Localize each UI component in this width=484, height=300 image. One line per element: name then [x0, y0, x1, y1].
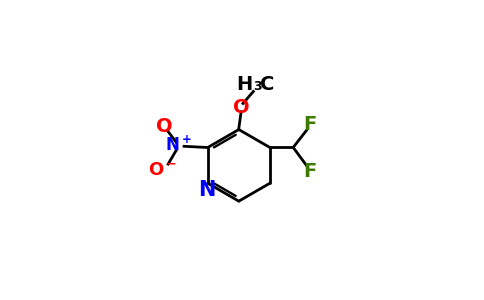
Text: F: F [303, 115, 317, 134]
Text: O: O [155, 117, 172, 136]
Text: O: O [233, 98, 249, 117]
Text: $\mathbf{O^-}$: $\mathbf{O^-}$ [148, 161, 177, 179]
Text: H: H [236, 75, 252, 94]
Text: N: N [198, 180, 215, 200]
Text: F: F [303, 162, 317, 181]
Text: C: C [259, 75, 274, 94]
Text: $\mathbf{N^+}$: $\mathbf{N^+}$ [166, 136, 192, 155]
Text: 3: 3 [253, 80, 262, 93]
